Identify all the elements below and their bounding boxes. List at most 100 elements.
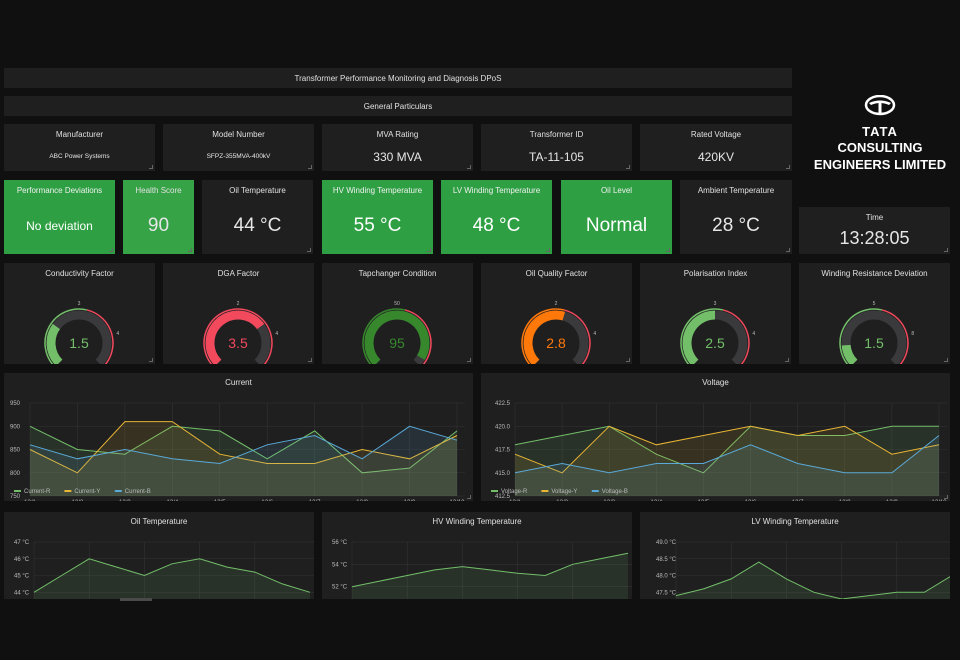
panel-title: Tapchanger Condition [358, 269, 437, 278]
panel-value: 55 °C [353, 215, 402, 236]
resize-handle[interactable] [944, 358, 948, 362]
panel-value: 330 MVA [373, 150, 422, 164]
y-tick-label: 800 [10, 471, 21, 477]
gauge-value-arc [364, 310, 430, 364]
panel-title: Oil Quality Factor [525, 269, 588, 278]
x-tick-label: 12/4 [650, 500, 662, 501]
resize-handle[interactable] [149, 358, 153, 362]
hv-winding-temperature-panel[interactable]: HV Winding Temperature 55 °C [322, 180, 433, 254]
panel-value: ABC Power Systems [49, 153, 110, 160]
health-score-panel[interactable]: Health Score 90 [123, 180, 194, 254]
resize-handle[interactable] [307, 248, 311, 252]
gauge-tick-label: 4 [275, 331, 278, 337]
y-tick-label: 52 °C [332, 585, 348, 591]
y-tick-label: 850 [10, 448, 21, 454]
gauge-value: 2.5 [705, 335, 725, 351]
resize-handle[interactable] [626, 358, 630, 362]
series-area [30, 421, 457, 496]
resize-handle[interactable] [467, 165, 471, 169]
hv-winding-chart-panel[interactable]: HV Winding Temperature 56 °C54 °C52 °C50… [322, 512, 636, 619]
gauge-tick-label: 3 [78, 301, 81, 307]
resize-handle[interactable] [786, 165, 790, 169]
gauge-threshold-arc [86, 309, 114, 364]
legend-swatch [14, 490, 21, 492]
horizontal-scrollbar[interactable] [120, 598, 152, 601]
dashboard-title-bar[interactable]: Transformer Performance Monitoring and D… [4, 68, 792, 88]
resize-handle[interactable] [944, 495, 948, 499]
tata-logo-icon [864, 94, 896, 116]
series-area [676, 562, 952, 609]
gauge-threshold-arc [44, 308, 88, 364]
time-panel[interactable]: Time 13:28:05 [799, 207, 950, 254]
panel-value: 48 °C [472, 215, 521, 236]
oil-level-panel[interactable]: Oil Level Normal [561, 180, 672, 254]
lv-winding-temperature-panel[interactable]: LV Winding Temperature 48 °C [441, 180, 552, 254]
y-tick-label: 950 [10, 401, 21, 407]
y-tick-label: 56 °C [332, 540, 348, 546]
gauge-threshold-arc [521, 308, 565, 364]
resize-handle[interactable] [944, 248, 948, 252]
resize-handle[interactable] [467, 495, 471, 499]
x-tick-label: 12/5 [698, 500, 710, 501]
x-tick-label: 12/10 [449, 500, 465, 501]
logo-line-1: CONSULTING [837, 140, 923, 155]
gauge-panel-conductivity[interactable]: Conductivity Factor 03451.5 [4, 263, 155, 364]
panel-title: Conductivity Factor [45, 269, 114, 278]
resize-handle[interactable] [467, 358, 471, 362]
oil-temperature-panel[interactable]: Oil Temperature 44 °C [202, 180, 313, 254]
resize-handle[interactable] [188, 248, 192, 252]
resize-handle[interactable] [427, 248, 431, 252]
x-tick-label: 12/10 [931, 500, 947, 501]
transformer-id-panel[interactable]: Transformer ID TA-11-105 [481, 124, 632, 171]
resize-handle[interactable] [626, 165, 630, 169]
lv-winding-chart-panel[interactable]: LV Winding Temperature 49.0 °C 48.5 °C 48.… [640, 512, 960, 619]
panel-title: MVA Rating [376, 130, 419, 139]
series-area [515, 426, 939, 496]
rated-voltage-panel[interactable]: Rated Voltage 420KV [640, 124, 792, 171]
voltage-chart-panel[interactable]: Voltage 422.5 420.0 417.5 415.0 412.512/1 12/… [481, 373, 950, 506]
y-tick-label: 900 [10, 424, 21, 430]
resize-handle[interactable] [546, 248, 550, 252]
y-tick-label: 47.5 °C [656, 590, 677, 596]
series-area [515, 435, 939, 496]
y-tick-label: 54 °C [332, 562, 348, 568]
x-tick-label: 12/7 [309, 500, 321, 501]
resize-handle[interactable] [109, 248, 113, 252]
x-tick-label: 12/5 [214, 500, 226, 501]
resize-handle[interactable] [785, 358, 789, 362]
x-tick-label: 12/2 [556, 500, 568, 501]
model-number-panel[interactable]: Model Number SFPZ-355MVA-400kV [163, 124, 314, 171]
resize-handle[interactable] [666, 248, 670, 252]
mva-rating-panel[interactable]: MVA Rating 330 MVA [322, 124, 473, 171]
performance-deviations-panel[interactable]: Performance Deviations No deviation [4, 180, 115, 254]
resize-handle[interactable] [149, 165, 153, 169]
current-chart[interactable]: 950 900 850 800 75012/1 12/2 12/3 12/4 12/5 12/6 1… [4, 373, 473, 506]
gauge-panel-winding-resistance[interactable]: Winding Resistance Deviation 058101.5 [799, 263, 950, 364]
manufacturer-panel[interactable]: Manufacturer ABC Power Systems [4, 124, 155, 171]
panel-title: Oil Level [600, 186, 633, 195]
gauge-panel-oil-quality[interactable]: Oil Quality Factor 02452.8 [481, 263, 632, 364]
panel-title: Ambient Temperature [697, 186, 775, 195]
conductivity-gauge: 03451.5 [44, 301, 119, 364]
voltage-chart[interactable]: 422.5 420.0 417.5 415.0 412.512/1 12/2 12/3 12/… [481, 373, 950, 506]
x-tick-label: 12/1 [24, 500, 36, 501]
gauge-panel-polarisation[interactable]: Polarisation Index 03452.5 [640, 263, 791, 364]
gauge-panel-dga[interactable]: DGA Factor 02453.5 [163, 263, 314, 364]
resize-handle[interactable] [308, 358, 312, 362]
section-header[interactable]: General Particulars [4, 96, 792, 116]
series-line [514, 425, 940, 474]
y-tick-label: 47 °C [14, 540, 30, 546]
x-tick-label: 12/7 [792, 500, 804, 501]
resize-handle[interactable] [786, 248, 790, 252]
current-chart-panel[interactable]: Current 950 900 850 800 75012/1 12/2 12/3 12/4 1… [4, 373, 473, 506]
panel-title: Manufacturer [55, 130, 104, 139]
resize-handle[interactable] [308, 165, 312, 169]
series-line [29, 421, 458, 474]
ambient-temperature-panel[interactable]: Ambient Temperature 28 °C [680, 180, 792, 254]
chart-title: Oil Temperature [130, 517, 188, 526]
legend-swatch [541, 490, 549, 492]
gauge-panel-tapchanger[interactable]: Tapchanger Condition 05010095 [322, 263, 473, 364]
x-tick-label: 12/9 [886, 500, 898, 501]
oil-temperature-chart-panel[interactable]: Oil Temperature 47 °C46 °C45 °C44 °C43 °… [4, 512, 318, 619]
series-line [29, 425, 458, 465]
